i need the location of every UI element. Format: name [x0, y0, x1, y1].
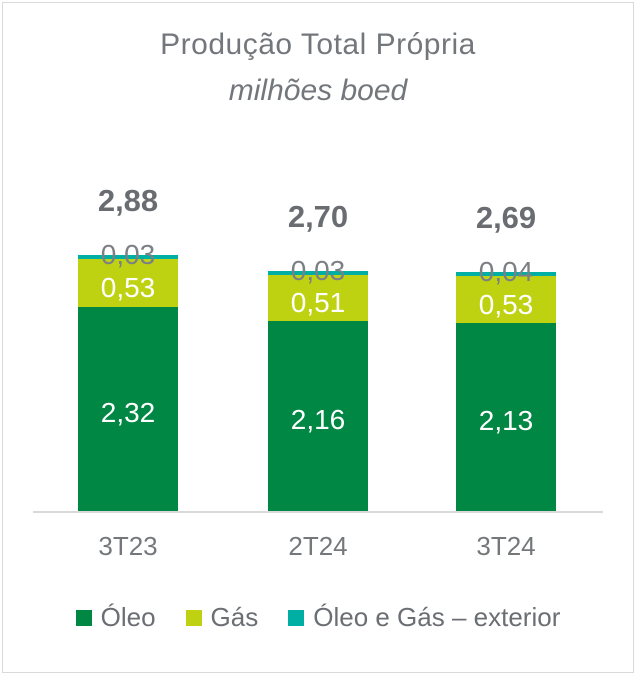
x-axis-label-2T24: 2T24 [288, 531, 348, 561]
legend: Óleo Gás Óleo e Gás – exterior [0, 602, 636, 633]
segment-label-oleo-3T24: 2,13 [478, 405, 534, 437]
segment-label-gas-3T23: 0,53 [100, 271, 156, 303]
segment-label-exterior-3T24: 0,04 [478, 256, 534, 288]
x-axis-label-3T24: 3T24 [476, 531, 536, 561]
total-label-3T24: 2,69 [475, 200, 537, 236]
bar-segment-oleo-3T24 [456, 323, 556, 513]
legend-swatch-exterior [288, 609, 305, 626]
bar-segment-exterior-3T23 [78, 255, 178, 260]
bar-segment-oleo-2T24 [268, 320, 368, 513]
legend-item-oleo: Óleo [75, 602, 156, 633]
bar-segment-exterior-2T24 [268, 271, 368, 276]
legend-label-oleo: Óleo [100, 602, 156, 632]
bar-segment-gas-3T24 [456, 276, 556, 324]
legend-label-exterior: Óleo e Gás – exterior [313, 602, 561, 632]
legend-swatch-oleo [75, 609, 92, 626]
chart-subtitle: milhões boed [228, 74, 408, 107]
bar-segment-oleo-3T23 [78, 306, 178, 513]
segment-label-gas-2T24: 0,51 [290, 287, 346, 319]
legend-item-gas: Gás [185, 602, 259, 633]
legend-item-exterior: Óleo e Gás – exterior [288, 602, 560, 633]
segment-label-exterior-2T24: 0,03 [290, 255, 346, 287]
x-axis-line [33, 511, 603, 513]
total-label-2T24: 2,70 [287, 199, 349, 235]
legend-label-gas: Gás [210, 602, 259, 632]
x-axis-label-3T23: 3T23 [98, 531, 158, 561]
segment-label-oleo-2T24: 2,16 [290, 403, 346, 435]
bar-segment-exterior-3T24 [456, 272, 556, 277]
chart-title: Produção Total Própria [160, 28, 476, 61]
legend-swatch-gas [185, 609, 202, 626]
bar-segment-gas-3T23 [78, 259, 178, 307]
total-label-3T23: 2,88 [97, 183, 159, 219]
segment-label-oleo-3T23: 2,32 [100, 396, 156, 428]
bar-segment-gas-2T24 [268, 275, 368, 321]
segment-label-gas-3T24: 0,53 [478, 288, 534, 320]
segment-label-exterior-3T23: 0,03 [100, 239, 156, 271]
